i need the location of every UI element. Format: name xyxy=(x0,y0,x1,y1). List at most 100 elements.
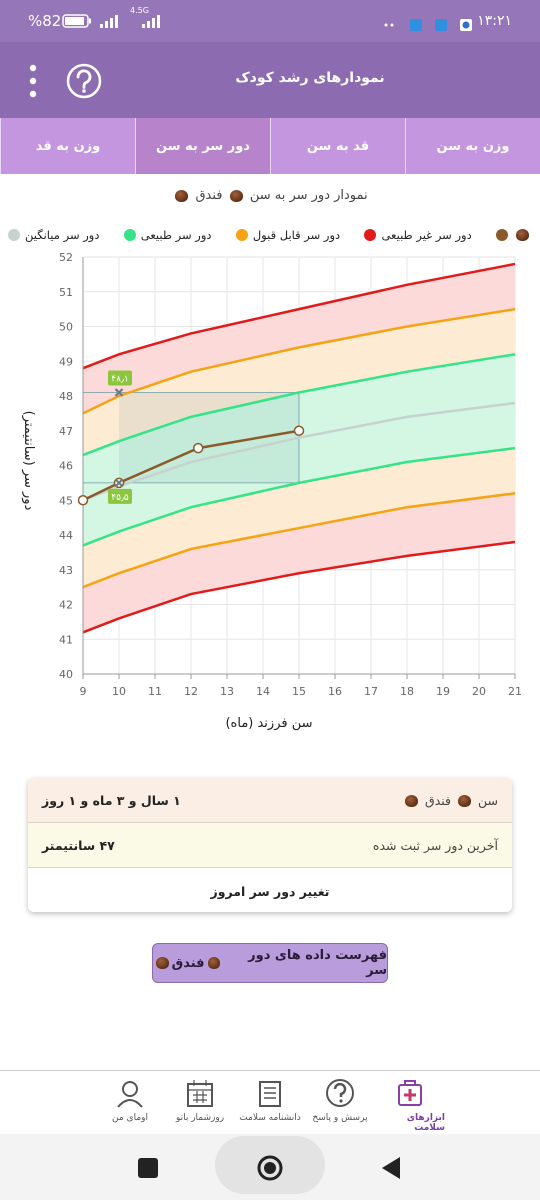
y-tick-label: 48 xyxy=(59,390,73,403)
curve xyxy=(82,446,516,547)
tab[interactable]: قد به سن xyxy=(270,118,405,174)
curve xyxy=(82,401,516,502)
x-tick-label: 16 xyxy=(328,685,342,698)
x-tick-label: 21 xyxy=(508,685,522,698)
nav-label: پرسش و پاسخ xyxy=(312,1113,368,1123)
nav-label: اومای من xyxy=(112,1113,148,1123)
legend: دور سر غیر طبیعی دور سر قابل قبول دور سر ط… xyxy=(8,228,532,242)
nav-icon xyxy=(187,1080,213,1107)
x-tick-label: 19 xyxy=(436,685,450,698)
curve xyxy=(82,429,300,502)
curve xyxy=(82,262,516,370)
y-tick-label: 51 xyxy=(59,286,73,299)
home-button[interactable] xyxy=(257,1155,283,1181)
chestnut-icon xyxy=(458,795,472,807)
update-action[interactable]: تغییر دور سر امروز xyxy=(28,868,512,912)
signal-icons xyxy=(100,15,160,28)
y-tick-label: 42 xyxy=(59,599,73,612)
chestnut-icon xyxy=(175,189,189,202)
legend-item: دور سر قابل قبول xyxy=(235,228,340,242)
tab[interactable]: دور سر به سن xyxy=(135,118,270,174)
chart-title: نمودار دور سر به سن فندق xyxy=(0,188,540,203)
nav-item[interactable]: روزشمار بانو xyxy=(165,1071,235,1134)
nav-item[interactable]: اومای من xyxy=(95,1071,165,1134)
data-point xyxy=(293,425,305,436)
tab[interactable]: وزن به قد xyxy=(0,118,135,174)
x-tick-label: 12 xyxy=(184,685,198,698)
y-tick-label: 43 xyxy=(59,564,73,577)
annotation-box xyxy=(108,370,132,386)
x-tick-label: 9 xyxy=(80,685,87,698)
app-title: نمودارهای رشد کودک xyxy=(235,70,385,86)
nav-item[interactable]: دانشنامه سلامت xyxy=(235,1071,305,1134)
nav-label: دانشنامه سلامت xyxy=(239,1113,301,1123)
child-name: فندق xyxy=(171,955,205,971)
legend-swatch xyxy=(364,229,377,241)
info-row: آخرین دور سر ثبت شده ۴۷ سانتیمتر xyxy=(28,823,512,868)
child-name: فندق xyxy=(195,188,223,203)
x-tick-label: 15 xyxy=(292,685,306,698)
curve xyxy=(82,307,516,415)
child-name: فندق xyxy=(425,792,452,808)
y-tick-label: 52 xyxy=(59,251,73,264)
chestnut-icon xyxy=(207,957,221,969)
menu-button[interactable] xyxy=(24,64,44,100)
system-buttons xyxy=(138,1136,400,1194)
notification-icons xyxy=(384,19,472,31)
legend-label: دور سر غیر طبیعی xyxy=(381,228,472,242)
button-text: فهرست داده های دور سر xyxy=(248,948,387,978)
legend-item: دور سر میانگین xyxy=(8,228,99,242)
tab[interactable]: وزن به سن xyxy=(405,118,540,174)
nav-label: روزشمار بانو xyxy=(175,1113,225,1123)
info-card: سن فندق ۱ سال و ۳ ماه و ۱ روز آخرین دور … xyxy=(28,778,512,912)
data-point xyxy=(77,495,89,506)
row-label: سن فندق xyxy=(402,793,498,808)
x-tick-label: 14 xyxy=(256,685,270,698)
curve xyxy=(82,540,516,634)
nav-item[interactable]: ابزارهای سلامت xyxy=(375,1071,445,1134)
y-tick-label: 46 xyxy=(59,460,73,473)
y-tick-label: 47 xyxy=(59,425,73,438)
bottom-nav: ابزارهای سلامت پرسش و پاسخ دانشنامه سلامت ر… xyxy=(0,1070,540,1134)
nav-item[interactable]: پرسش و پاسخ xyxy=(305,1071,375,1134)
legend-label: دور سر میانگین xyxy=(25,228,100,242)
help-button[interactable] xyxy=(64,62,104,100)
chart: 40 41 42 43 44 45 46 47 48 49 50 51 52 9 10 11 12 13 14 15 1… xyxy=(21,251,522,731)
annotation-label: ۴۸٫۱ xyxy=(111,375,128,385)
status-bar: ۱۳:۲۱ %82 4.5G xyxy=(0,0,540,42)
nav-label: ابزارهای سلامت xyxy=(406,1113,445,1133)
x-axis-label: سن فرزند (ماه) xyxy=(225,716,312,731)
y-tick-label: 50 xyxy=(59,321,73,334)
x-tick-label: 18 xyxy=(400,685,414,698)
battery-icon xyxy=(62,14,91,28)
x-tick-label: 13 xyxy=(220,685,234,698)
legend-swatch xyxy=(8,229,21,241)
y-tick-label: 49 xyxy=(59,355,73,368)
y-axis-label: دور سر (سانتیمتر) xyxy=(21,411,36,511)
list-button[interactable]: فهرست داده های دور سر فندق xyxy=(152,943,388,983)
annotation-marker xyxy=(114,388,124,397)
nav-icon xyxy=(398,1080,422,1106)
curve xyxy=(82,492,516,589)
back-button[interactable] xyxy=(382,1157,400,1179)
highlight-box xyxy=(119,392,299,483)
legend-label: دور سر طبیعی xyxy=(140,228,212,242)
row-value: ۴۷ سانتیمتر xyxy=(42,837,115,853)
legend-item: دور سر طبیعی xyxy=(123,228,212,242)
recents-button[interactable] xyxy=(138,1158,158,1178)
curve xyxy=(82,353,516,457)
chestnut-icon xyxy=(516,229,529,241)
legend-swatch xyxy=(123,229,136,241)
data-point xyxy=(192,442,204,454)
legend-item xyxy=(496,228,532,242)
nav-icon xyxy=(326,1079,354,1107)
battery-level: %82 xyxy=(28,12,62,30)
annotation-marker xyxy=(114,478,124,488)
chestnut-icon xyxy=(156,957,169,969)
legend-swatch xyxy=(235,229,248,241)
system-nav xyxy=(0,1134,540,1200)
y-tick-label: 44 xyxy=(59,529,73,542)
app-bar: نمودارهای رشد کودک xyxy=(0,42,540,118)
network-type: 4.5G xyxy=(130,6,149,15)
